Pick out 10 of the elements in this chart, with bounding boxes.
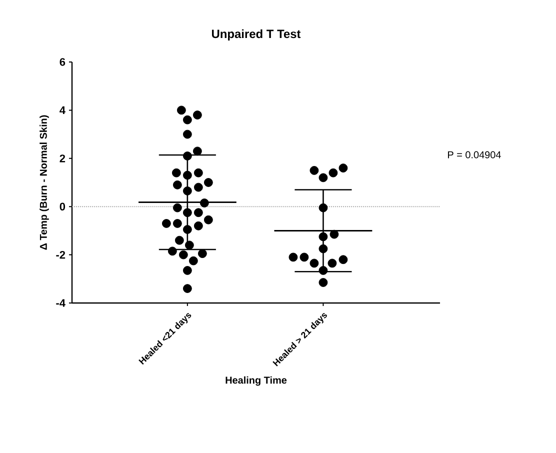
chart-title: Unpaired T Test: [212, 29, 301, 40]
x-axis-title: Healing Time: [226, 376, 287, 386]
y-axis-title: Δ Temp (Burn - Normal Skin): [40, 115, 49, 250]
y-tick-label: 2: [60, 154, 66, 162]
y-tick-label: -2: [56, 250, 66, 259]
y-tick-label: 4: [60, 106, 66, 114]
y-tick-label: 0: [60, 202, 66, 210]
y-tick-label: 6: [60, 58, 66, 66]
text: P = 0.04904: [448, 151, 501, 158]
y-tick-label: -4: [56, 299, 66, 307]
